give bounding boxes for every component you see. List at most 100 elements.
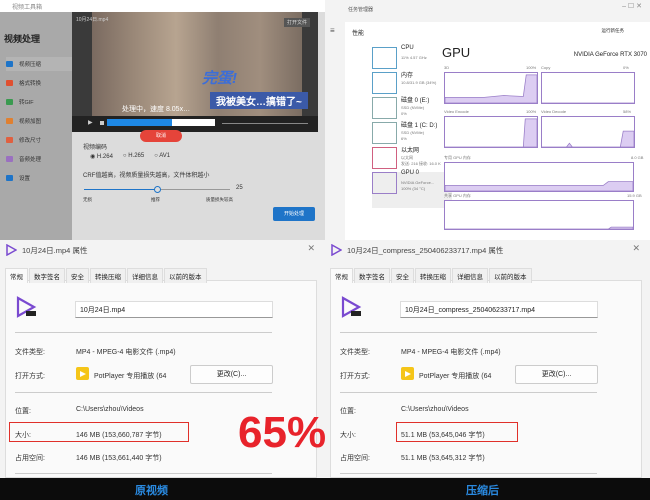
- tab[interactable]: 常规: [330, 268, 353, 283]
- disk-size-label: 占用空间:: [15, 455, 45, 462]
- resource-item[interactable]: GPU 0 NVIDIA GeForce... 100% (34 °C): [372, 170, 452, 208]
- sidebar-item[interactable]: 设置: [6, 174, 30, 182]
- open-with-value: PotPlayer 专用播放 (64: [94, 373, 167, 380]
- resource-item[interactable]: 以太网 以太网 发送: 216 接收: 16.0 K: [372, 147, 452, 183]
- sidebar-item-icon: [6, 175, 13, 181]
- filename-field[interactable]: 10月24日_compress_250406233717.mp4: [400, 301, 598, 318]
- tab[interactable]: 转换压缩: [90, 268, 126, 283]
- tab[interactable]: 详细信息: [452, 268, 488, 283]
- tab[interactable]: 转换压缩: [415, 268, 451, 283]
- resource-item[interactable]: CPU 11% 4.57 GHz: [372, 45, 452, 83]
- resource-thumbnail: [372, 97, 397, 119]
- open-with-label: 打开方式:: [340, 373, 370, 380]
- codec-option-label: AV1: [159, 153, 171, 159]
- tab[interactable]: 常规: [5, 268, 28, 283]
- compressed-caption: 压缩后: [466, 485, 499, 497]
- size-highlight: [396, 422, 518, 442]
- stop-icon[interactable]: [100, 121, 104, 125]
- resource-item[interactable]: 磁盘 0 (E:) SSD (NVMe) 0%: [372, 97, 452, 133]
- filename-field[interactable]: 10月24日.mp4: [75, 301, 273, 318]
- video-filename: 10月24日.mp4: [76, 17, 109, 23]
- tab[interactable]: 安全: [391, 268, 414, 283]
- start-button[interactable]: 开始处理: [273, 207, 315, 221]
- crf-slider[interactable]: [84, 186, 230, 193]
- window-title: 任务管理器: [348, 7, 374, 13]
- resource-name: 以太网: [401, 148, 420, 154]
- disk-size-label: 占用空间:: [340, 455, 370, 462]
- resource-detail: SSD (NVMe): [401, 130, 425, 135]
- resource-detail: 11% 4.57 GHz: [401, 55, 427, 60]
- sidebar: 视频处理 视频压缩格式转换转GIF 视频加图修改尺寸音频处理设置: [0, 12, 72, 240]
- sidebar-item-label: 音频处理: [19, 157, 42, 163]
- open-file-button[interactable]: 打开文件: [283, 18, 310, 27]
- menu-icon[interactable]: ≡: [330, 26, 335, 35]
- resource-name: 磁盘 0 (E:): [401, 98, 430, 104]
- dialog-title: 10月24日.mp4 属性: [22, 246, 88, 255]
- codec-radio[interactable]: ○ H.265: [122, 153, 145, 159]
- crf-value: 25: [236, 185, 243, 191]
- dedicated-memory-value: 8.0 GB: [631, 155, 644, 160]
- close-icon[interactable]: ✕: [632, 243, 640, 253]
- tab[interactable]: 详细信息: [127, 268, 163, 283]
- sidebar-item-icon: [6, 99, 13, 105]
- tab[interactable]: 以前的版本: [489, 268, 532, 283]
- resource-thumbnail: [372, 172, 397, 194]
- caption-2: 我被美女…搞错了~: [210, 92, 308, 109]
- compression-ratio: 65%: [238, 408, 327, 457]
- resource-item[interactable]: 内存 10.8/31.9 GB (34%): [372, 72, 452, 108]
- file-type-label: 文件类型:: [15, 349, 45, 356]
- cancel-button[interactable]: 取消: [140, 130, 182, 142]
- resource-detail: 发送: 216 接收: 16.0 K: [401, 161, 441, 166]
- progress-bar: [107, 119, 215, 126]
- volume-slider[interactable]: [272, 123, 308, 124]
- play-icon[interactable]: ▶: [88, 120, 93, 126]
- tab[interactable]: 数字签名: [29, 268, 65, 283]
- performance-pane: 性能 运行新任务 CPU 11% 4.57 GHz 内存 10.8/31.9 GB (…: [345, 22, 650, 240]
- sidebar-item[interactable]: 转GIF: [6, 98, 34, 106]
- file-type-value: MP4 - MPEG-4 电影文件 (.mp4): [76, 349, 176, 356]
- gpu-graph-value: 58%: [623, 109, 632, 114]
- sidebar-item[interactable]: 格式转换: [6, 79, 41, 87]
- sidebar-item-label: 格式转换: [19, 81, 42, 87]
- gpu-graph: [541, 116, 635, 148]
- tab-performance: 性能: [352, 31, 365, 37]
- shared-memory-label: 共享 GPU 内存: [444, 193, 471, 198]
- resource-item[interactable]: 磁盘 1 (C: D:) SSD (NVMe) 6%: [372, 122, 452, 158]
- sidebar-item-icon: [6, 80, 13, 86]
- seek-bar[interactable]: [222, 123, 272, 124]
- dialog-title: 10月24日_compress_250406233717.mp4 属性: [347, 246, 504, 255]
- tab[interactable]: 数字签名: [354, 268, 390, 283]
- tab-bar: 常规 数字签名 安全 转换压缩 详细信息 以前的版本: [330, 268, 533, 283]
- tab[interactable]: 以前的版本: [164, 268, 207, 283]
- open-with-value: PotPlayer 专用播放 (64: [419, 373, 492, 380]
- caption-1: 完蛋!: [202, 70, 237, 87]
- close-icon[interactable]: ✕: [307, 243, 315, 253]
- crf-slider-handle[interactable]: [154, 186, 161, 193]
- sidebar-item-icon: [6, 156, 13, 162]
- resource-detail: 0%: [401, 111, 407, 116]
- sidebar-item[interactable]: 视频加图: [6, 117, 41, 125]
- change-button[interactable]: 更改(C)...: [515, 365, 598, 384]
- resource-detail: 6%: [401, 136, 407, 141]
- video-file-icon: [16, 296, 37, 318]
- sidebar-item[interactable]: 修改尺寸: [6, 136, 41, 144]
- gpu-graph: [541, 72, 635, 104]
- section-title: 视频处理: [4, 34, 41, 44]
- codec-radio[interactable]: ◉ H.264: [90, 154, 113, 160]
- tab[interactable]: 安全: [66, 268, 89, 283]
- sidebar-item-icon: [6, 118, 13, 124]
- resource-thumbnail: [372, 47, 397, 69]
- file-icon: [6, 244, 17, 256]
- sidebar-item[interactable]: 音频处理: [6, 155, 41, 163]
- sidebar-item[interactable]: 视频压缩: [6, 57, 72, 71]
- codec-radio[interactable]: ○ AV1: [154, 153, 171, 159]
- progress-fill: [107, 119, 172, 126]
- gpu-graph-value: 0%: [623, 65, 629, 70]
- change-button[interactable]: 更改(C)...: [190, 365, 273, 384]
- window-controls[interactable]: – ☐ ✕: [622, 3, 642, 10]
- run-task-button[interactable]: 运行新任务: [601, 28, 625, 33]
- location-label: 位置:: [15, 408, 31, 415]
- resource-name: CPU: [401, 45, 414, 51]
- size-value: 146 MB (153,660,787 字节): [76, 432, 162, 439]
- window-title: 视频工具箱: [12, 5, 43, 11]
